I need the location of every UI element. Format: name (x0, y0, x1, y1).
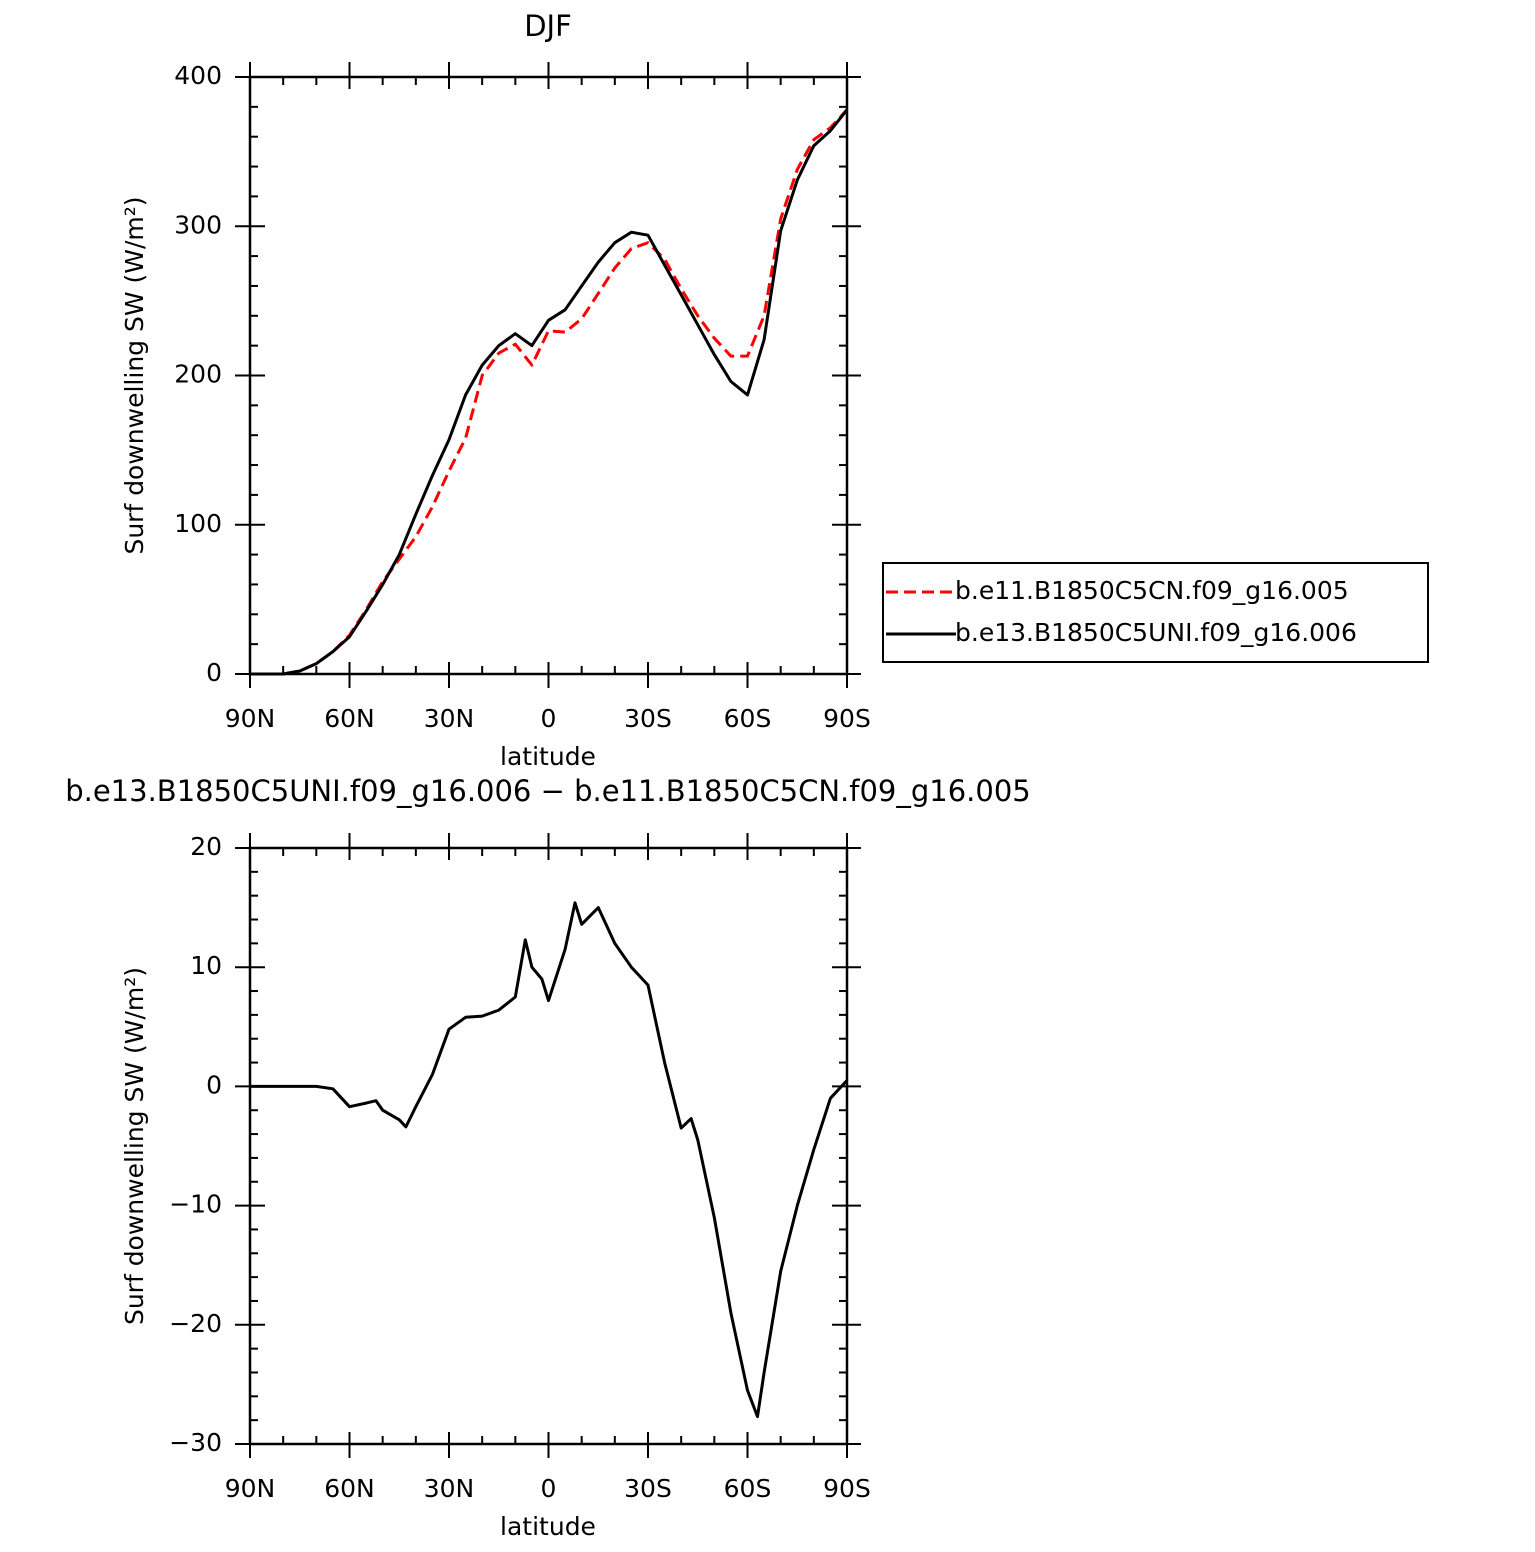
y-tick-label: 200 (174, 360, 222, 389)
y-tick-label: 300 (174, 210, 222, 239)
chart-title: b.e13.B1850C5UNI.f09_g16.006 − b.e11.B18… (65, 774, 1031, 808)
y-tick-label: −10 (169, 1190, 222, 1219)
x-tick-label: 30N (424, 704, 475, 733)
y-tick-label: −30 (169, 1428, 222, 1457)
x-tick-label: 90S (823, 704, 871, 733)
legend-label: b.e11.B1850C5CN.f09_g16.005 (955, 576, 1349, 605)
x-tick-label: 30S (624, 704, 672, 733)
x-tick-label: 0 (541, 1474, 557, 1503)
y-axis-label: Surf downwelling SW (W/m²) (120, 196, 149, 554)
series-line (250, 108, 849, 676)
x-tick-label: 30S (624, 1474, 672, 1503)
y-tick-label: 0 (206, 658, 222, 687)
series-line (250, 108, 849, 676)
y-tick-label: 10 (190, 951, 222, 980)
chart-title: DJF (524, 9, 572, 43)
y-tick-label: 0 (206, 1070, 222, 1099)
x-tick-label: 90N (225, 1474, 276, 1503)
y-tick-label: 20 (190, 832, 222, 861)
x-axis-label: latitude (500, 742, 596, 771)
x-tick-label: 60S (724, 704, 772, 733)
plot-frame (248, 846, 849, 1446)
x-tick-label: 60S (724, 1474, 772, 1503)
x-tick-label: 60N (324, 1474, 375, 1503)
y-axis-label: Surf downwelling SW (W/m²) (120, 967, 149, 1325)
legend-box (882, 562, 1429, 663)
series-line (250, 901, 849, 1419)
x-tick-label: 30N (424, 1474, 475, 1503)
y-tick-label: 100 (174, 509, 222, 538)
x-tick-label: 60N (324, 704, 375, 733)
y-tick-label: 400 (174, 61, 222, 90)
legend-label: b.e13.B1850C5UNI.f09_g16.006 (955, 618, 1357, 647)
plot-frame (248, 75, 849, 676)
x-tick-label: 90S (823, 1474, 871, 1503)
x-tick-label: 90N (225, 704, 276, 733)
x-tick-label: 0 (541, 704, 557, 733)
x-axis-label: latitude (500, 1512, 596, 1541)
y-tick-label: −20 (169, 1309, 222, 1338)
